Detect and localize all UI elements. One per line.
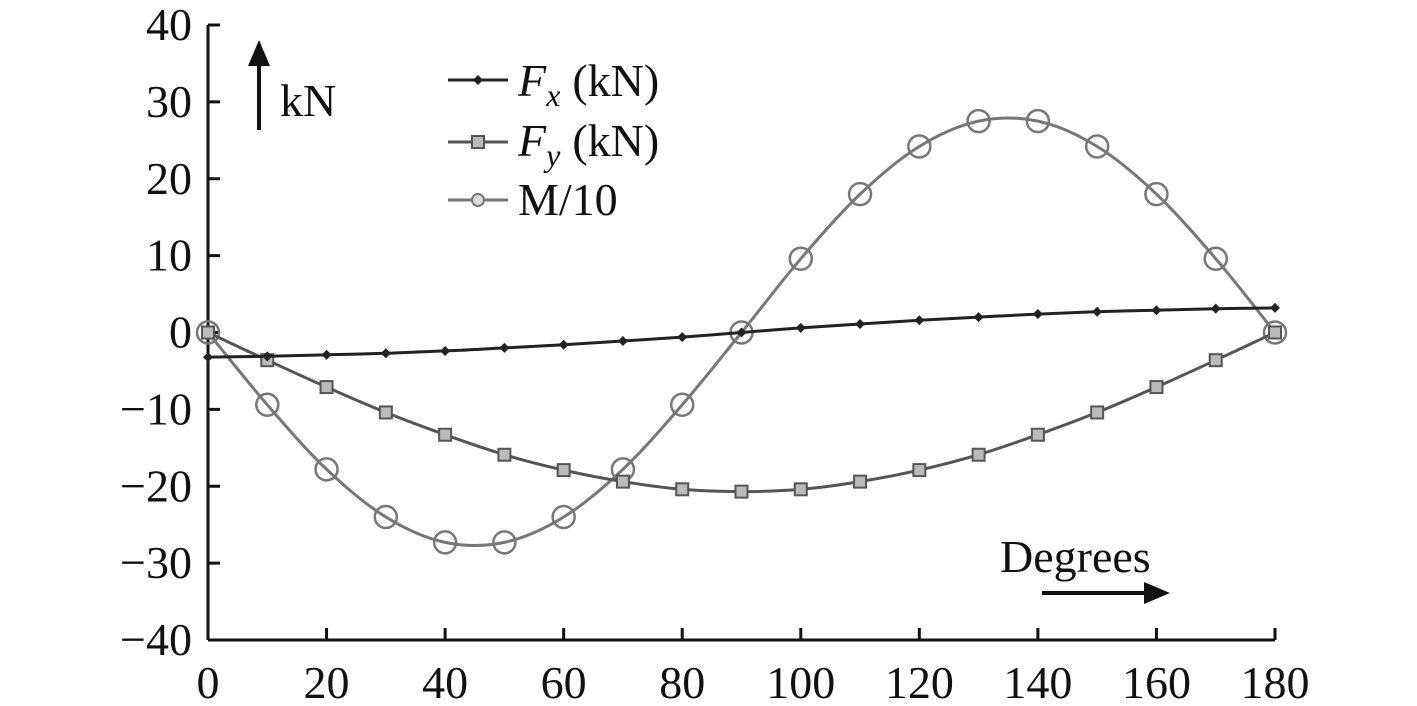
point-m-10 <box>788 246 814 271</box>
legend-label-fy-sub: y <box>543 137 561 173</box>
point-m-18 <box>1262 320 1288 345</box>
legend-label-m: M/10 <box>518 174 618 225</box>
y-tick-label-2: −20 <box>120 460 192 511</box>
point-m-14 <box>1025 108 1051 134</box>
point-fx-10 <box>795 322 806 333</box>
point-m-4 <box>432 530 458 555</box>
xlabel-group: Degrees <box>1000 531 1170 604</box>
x-tick-label-2: 40 <box>422 657 468 706</box>
point-fy-7 <box>615 474 630 489</box>
point-fy-3 <box>378 405 393 420</box>
xlabel: Degrees <box>1000 531 1151 582</box>
legend-label-fx-main: F <box>517 55 547 106</box>
legend: Fx (kN) Fy (kN) M/10 <box>448 55 659 225</box>
x-tick-label-4: 80 <box>659 657 705 706</box>
x-tick-label-9: 180 <box>1241 657 1310 706</box>
point-fy-18 <box>1268 325 1282 340</box>
point-fx-0 <box>203 352 213 363</box>
point-fy-11 <box>853 474 868 489</box>
point-fx-13 <box>973 312 984 323</box>
point-fx-9 <box>736 327 747 338</box>
y-tick-label-7: 30 <box>146 76 192 127</box>
point-m-3 <box>373 504 399 530</box>
legend-item-fx: Fx (kN) <box>448 55 659 113</box>
point-m-1 <box>255 392 280 418</box>
point-fy-8 <box>675 482 690 497</box>
point-m-15 <box>1084 134 1110 159</box>
legend-label-fy: Fy (kN) <box>517 115 659 173</box>
ylabel-arrow-head-icon <box>248 40 270 66</box>
point-fx-18 <box>1270 302 1280 313</box>
x-tick-label-8: 160 <box>1122 657 1191 706</box>
ylabel: kN <box>280 75 336 126</box>
point-fx-11 <box>855 319 866 330</box>
point-fx-6 <box>558 339 569 350</box>
point-fy-5 <box>497 447 512 462</box>
y-tick-label-6: 20 <box>146 153 192 204</box>
point-fx-8 <box>677 332 688 343</box>
point-m-11 <box>847 181 873 207</box>
point-m-12 <box>907 134 932 159</box>
x-tick-label-3: 60 <box>541 657 587 706</box>
legend-item-fy: Fy (kN) <box>448 115 659 173</box>
point-fy-17 <box>1208 353 1223 368</box>
point-m-0 <box>195 320 221 345</box>
point-fx-5 <box>499 342 510 353</box>
point-fy-0 <box>201 325 215 340</box>
point-m-13 <box>966 108 991 134</box>
x-tick-label-1: 20 <box>304 657 350 706</box>
point-fy-10 <box>793 482 808 497</box>
point-fx-3 <box>380 348 391 359</box>
point-fx-15 <box>1092 306 1103 317</box>
point-fx-7 <box>617 335 628 346</box>
ylabel-group: kN <box>248 40 336 130</box>
y-tick-label-5: 10 <box>146 230 192 281</box>
x-tick-label-5: 100 <box>766 657 835 706</box>
point-fy-2 <box>319 380 334 395</box>
legend-marker-fx <box>473 75 483 85</box>
point-m-6 <box>551 504 576 530</box>
point-fx-14 <box>1032 309 1043 320</box>
y-tick-label-4: 0 <box>169 307 192 358</box>
legend-item-m: M/10 <box>448 174 618 225</box>
point-m-16 <box>1144 181 1169 207</box>
legend-label-fy-main: F <box>517 115 547 166</box>
point-m-17 <box>1203 246 1228 271</box>
x-tick-label-7: 140 <box>1003 657 1072 706</box>
x-tick-label-0: 0 <box>197 657 220 706</box>
point-fx-4 <box>440 345 451 356</box>
xlabel-arrow-head-icon <box>1144 582 1170 604</box>
point-fy-15 <box>1090 405 1105 420</box>
series-line-fy <box>207 331 1276 494</box>
legend-label-fx-rest: (kN) <box>572 55 659 106</box>
y-tick-label-0: −40 <box>120 614 192 665</box>
legend-label-fx-sub: x <box>545 77 560 113</box>
point-fy-6 <box>556 463 571 478</box>
y-tick-label-1: −30 <box>120 537 192 588</box>
legend-marker-fy <box>471 135 485 149</box>
point-fy-4 <box>438 427 453 442</box>
x-tick-label-6: 120 <box>885 657 954 706</box>
point-m-8 <box>669 392 695 418</box>
point-fx-16 <box>1151 305 1162 316</box>
point-fx-2 <box>321 349 332 360</box>
point-m-5 <box>492 530 517 555</box>
point-fy-13 <box>971 447 986 462</box>
point-fy-14 <box>1030 427 1045 442</box>
point-m-2 <box>314 457 339 482</box>
point-fy-16 <box>1149 380 1164 395</box>
point-fy-12 <box>912 463 927 478</box>
legend-marker-m <box>471 193 485 207</box>
point-fy-9 <box>734 484 749 499</box>
y-tick-label-3: −10 <box>120 383 192 434</box>
point-fx-1 <box>262 351 273 362</box>
y-tick-label-8: 40 <box>146 0 192 50</box>
legend-label-fy-rest: (kN) <box>572 115 659 166</box>
plot-area: −40 −30 −20 −10 0 10 20 30 40 0 20 40 60 80 100 120 140 1… <box>120 0 1309 706</box>
point-fx-17 <box>1210 303 1221 314</box>
point-fx-12 <box>914 315 925 326</box>
legend-label-fx: Fx (kN) <box>517 55 659 113</box>
